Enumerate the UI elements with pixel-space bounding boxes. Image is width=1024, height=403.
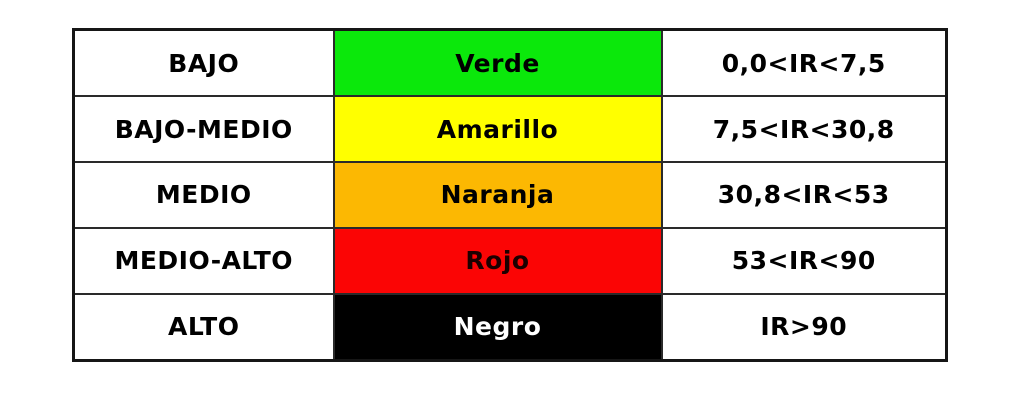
range-cell: IR>90 bbox=[660, 292, 948, 362]
table-row: MEDIO Naranja 30,8<IR<53 bbox=[72, 161, 948, 229]
color-cell: Naranja bbox=[332, 161, 663, 229]
level-cell: ALTO bbox=[72, 292, 335, 362]
table-row: BAJO-MEDIO Amarillo 7,5<IR<30,8 bbox=[72, 95, 948, 164]
level-cell: MEDIO-ALTO bbox=[72, 226, 335, 295]
risk-level-table: BAJO Verde 0,0<IR<7,5 BAJO-MEDIO Amarill… bbox=[72, 28, 948, 362]
range-cell: 7,5<IR<30,8 bbox=[660, 95, 948, 164]
table-row: BAJO Verde 0,0<IR<7,5 bbox=[72, 28, 948, 98]
color-cell: Amarillo bbox=[332, 95, 663, 164]
level-cell: BAJO-MEDIO bbox=[72, 95, 335, 164]
color-cell: Verde bbox=[332, 28, 663, 98]
level-cell: BAJO bbox=[72, 28, 335, 98]
table-row: ALTO Negro IR>90 bbox=[72, 292, 948, 362]
table-row: MEDIO-ALTO Rojo 53<IR<90 bbox=[72, 226, 948, 295]
color-cell: Rojo bbox=[332, 226, 663, 295]
range-cell: 53<IR<90 bbox=[660, 226, 948, 295]
level-cell: MEDIO bbox=[72, 161, 335, 229]
color-cell: Negro bbox=[332, 292, 663, 362]
range-cell: 30,8<IR<53 bbox=[660, 161, 948, 229]
range-cell: 0,0<IR<7,5 bbox=[660, 28, 948, 98]
